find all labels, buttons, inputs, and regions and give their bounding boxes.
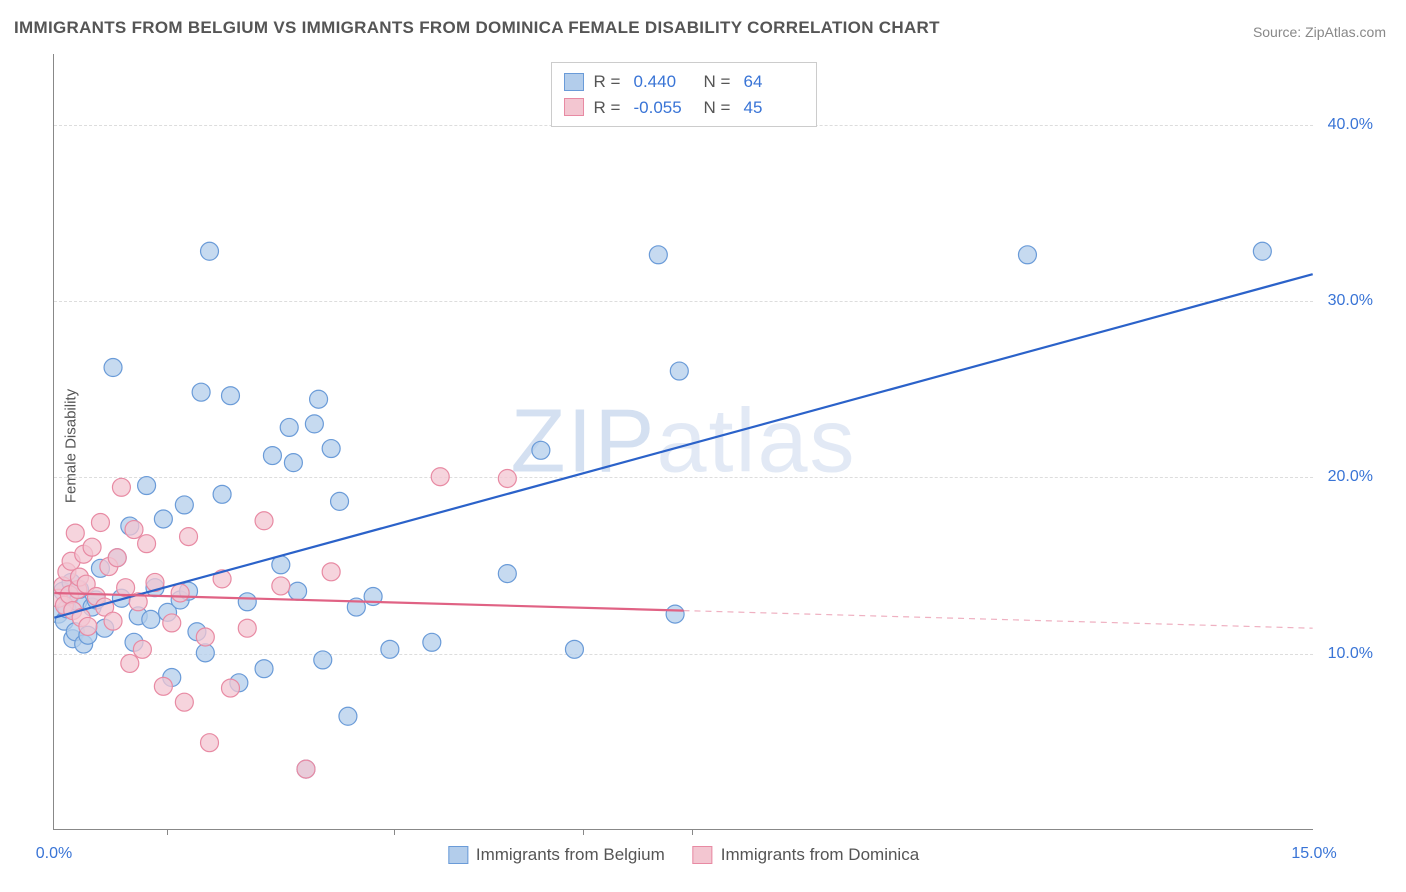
scatter-point [238, 619, 256, 637]
scatter-point [104, 612, 122, 630]
scatter-point [142, 610, 160, 628]
legend-r-label: R = [594, 95, 624, 121]
scatter-point [322, 440, 340, 458]
scatter-point [381, 640, 399, 658]
legend-r-label: R = [594, 69, 624, 95]
scatter-point [289, 582, 307, 600]
scatter-point [310, 390, 328, 408]
legend-n-value: 45 [744, 95, 804, 121]
plot-svg [54, 54, 1313, 829]
source-attribution: Source: ZipAtlas.com [1253, 24, 1386, 40]
scatter-point [175, 693, 193, 711]
chart-title: IMMIGRANTS FROM BELGIUM VS IMMIGRANTS FR… [14, 18, 940, 38]
scatter-point [238, 593, 256, 611]
scatter-point [339, 707, 357, 725]
scatter-point [670, 362, 688, 380]
scatter-point [213, 485, 231, 503]
x-minor-tick [692, 829, 693, 835]
scatter-point [201, 242, 219, 260]
scatter-point [297, 760, 315, 778]
scatter-point [66, 524, 84, 542]
legend-swatch [693, 846, 713, 864]
legend-r-value: 0.440 [634, 69, 694, 95]
y-tick-label: 20.0% [1328, 468, 1373, 486]
x-minor-tick [394, 829, 395, 835]
scatter-point [280, 418, 298, 436]
legend-series-label: Immigrants from Belgium [476, 845, 665, 865]
legend-n-label: N = [704, 69, 734, 95]
legend-row: R = -0.055 N = 45 [564, 95, 804, 121]
scatter-point [79, 617, 97, 635]
series-legend: Immigrants from Belgium Immigrants from D… [448, 845, 919, 865]
scatter-point [532, 441, 550, 459]
scatter-point [263, 447, 281, 465]
scatter-point [104, 359, 122, 377]
scatter-point [112, 478, 130, 496]
scatter-point [649, 246, 667, 264]
scatter-point [154, 677, 172, 695]
scatter-point [565, 640, 583, 658]
scatter-point [91, 514, 109, 532]
x-tick-label: 15.0% [1291, 845, 1336, 863]
scatter-point [498, 565, 516, 583]
scatter-point [221, 387, 239, 405]
trend-line [54, 274, 1312, 617]
trend-line-extrapolated [684, 611, 1313, 629]
correlation-legend: R = 0.440 N = 64 R = -0.055 N = 45 [551, 62, 817, 127]
legend-n-value: 64 [744, 69, 804, 95]
scatter-point [201, 734, 219, 752]
plot-area: ZIPatlas 10.0%20.0%30.0%40.0% 0.0%15.0% … [53, 54, 1313, 830]
scatter-point [192, 383, 210, 401]
scatter-point [138, 477, 156, 495]
scatter-point [322, 563, 340, 581]
y-tick-label: 10.0% [1328, 645, 1373, 663]
scatter-point [305, 415, 323, 433]
legend-swatch [448, 846, 468, 864]
scatter-point [423, 633, 441, 651]
scatter-point [138, 535, 156, 553]
legend-bottom-item: Immigrants from Belgium [448, 845, 665, 865]
y-tick-label: 30.0% [1328, 292, 1373, 310]
scatter-point [431, 468, 449, 486]
scatter-point [666, 605, 684, 623]
legend-n-label: N = [704, 95, 734, 121]
y-tick-label: 40.0% [1328, 116, 1373, 134]
scatter-point [255, 512, 273, 530]
scatter-point [1018, 246, 1036, 264]
scatter-point [163, 614, 181, 632]
legend-r-value: -0.055 [634, 95, 694, 121]
scatter-point [125, 521, 143, 539]
scatter-point [1253, 242, 1271, 260]
scatter-point [331, 492, 349, 510]
legend-swatch [564, 98, 584, 116]
scatter-point [272, 577, 290, 595]
scatter-point [180, 528, 198, 546]
scatter-point [133, 640, 151, 658]
scatter-point [196, 628, 214, 646]
scatter-point [121, 654, 139, 672]
scatter-point [108, 549, 126, 567]
scatter-point [171, 584, 189, 602]
legend-swatch [564, 73, 584, 91]
scatter-point [255, 660, 273, 678]
scatter-point [284, 454, 302, 472]
legend-bottom-item: Immigrants from Dominica [693, 845, 919, 865]
scatter-point [175, 496, 193, 514]
legend-row: R = 0.440 N = 64 [564, 69, 804, 95]
x-minor-tick [583, 829, 584, 835]
legend-series-label: Immigrants from Dominica [721, 845, 919, 865]
scatter-point [221, 679, 239, 697]
scatter-point [498, 470, 516, 488]
scatter-point [154, 510, 172, 528]
scatter-point [83, 538, 101, 556]
x-tick-label: 0.0% [36, 845, 72, 863]
scatter-point [314, 651, 332, 669]
x-minor-tick [167, 829, 168, 835]
